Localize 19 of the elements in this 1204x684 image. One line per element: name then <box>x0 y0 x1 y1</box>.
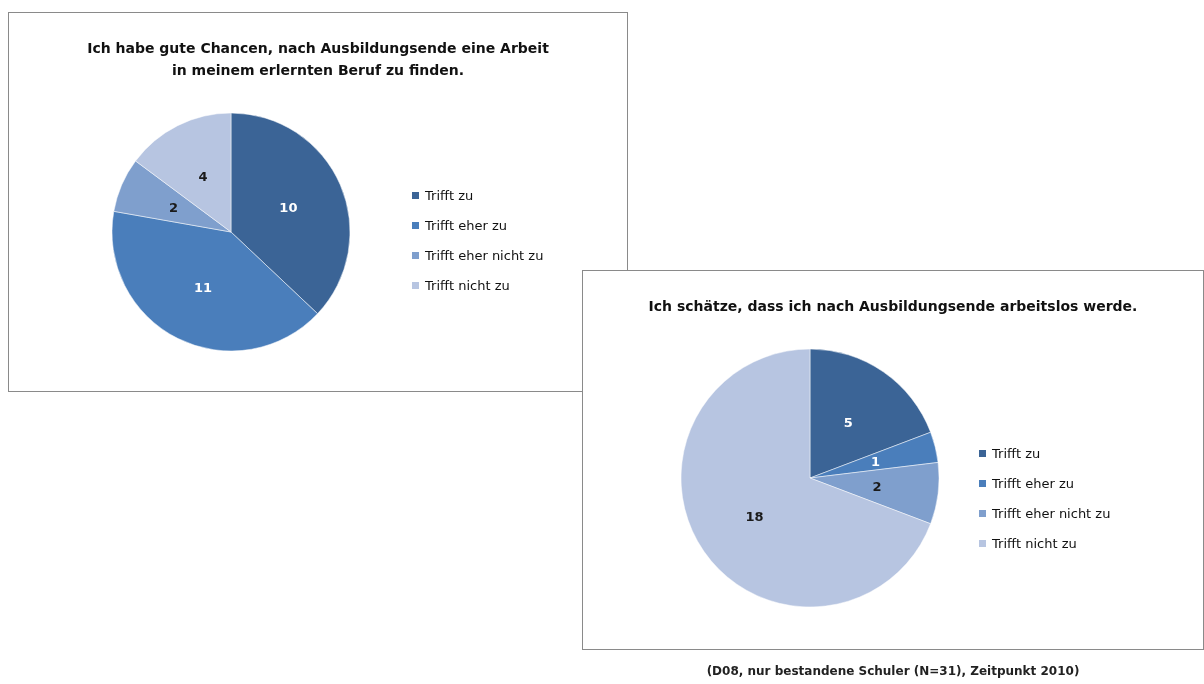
chart-title: Ich schätze, dass ich nach Ausbildungsende arbeitslos werde. <box>648 298 1138 314</box>
data-label: 5 <box>843 414 853 430</box>
legend-label: Trifft nicht zu <box>424 278 510 293</box>
data-label: 11 <box>193 280 212 296</box>
data-label: 10 <box>279 199 298 215</box>
legend-label: Trifft eher nicht zu <box>991 506 1111 521</box>
legend-label: Trifft eher zu <box>991 476 1074 491</box>
legend-label: Trifft eher nicht zu <box>424 248 544 263</box>
legend-label: Trifft zu <box>424 188 474 203</box>
chart-title: Ich habe gute Chancen, nach Ausbildungsende eine Arbeit in meinem erlernten Beruf zu finden. <box>87 40 550 78</box>
data-label: 1 <box>871 454 881 470</box>
legend-label: Trifft zu <box>991 446 1041 461</box>
data-label: 2 <box>169 199 179 215</box>
legend-label: Trifft eher zu <box>424 218 507 233</box>
data-label: 18 <box>745 508 764 524</box>
data-label: 4 <box>198 168 208 184</box>
text: (D08, nur bestandene Schuler (N=31), Zeitpunkt 2010) <box>706 664 1080 678</box>
legend-label: Trifft nicht zu <box>991 536 1077 551</box>
data-label: 2 <box>872 478 882 494</box>
